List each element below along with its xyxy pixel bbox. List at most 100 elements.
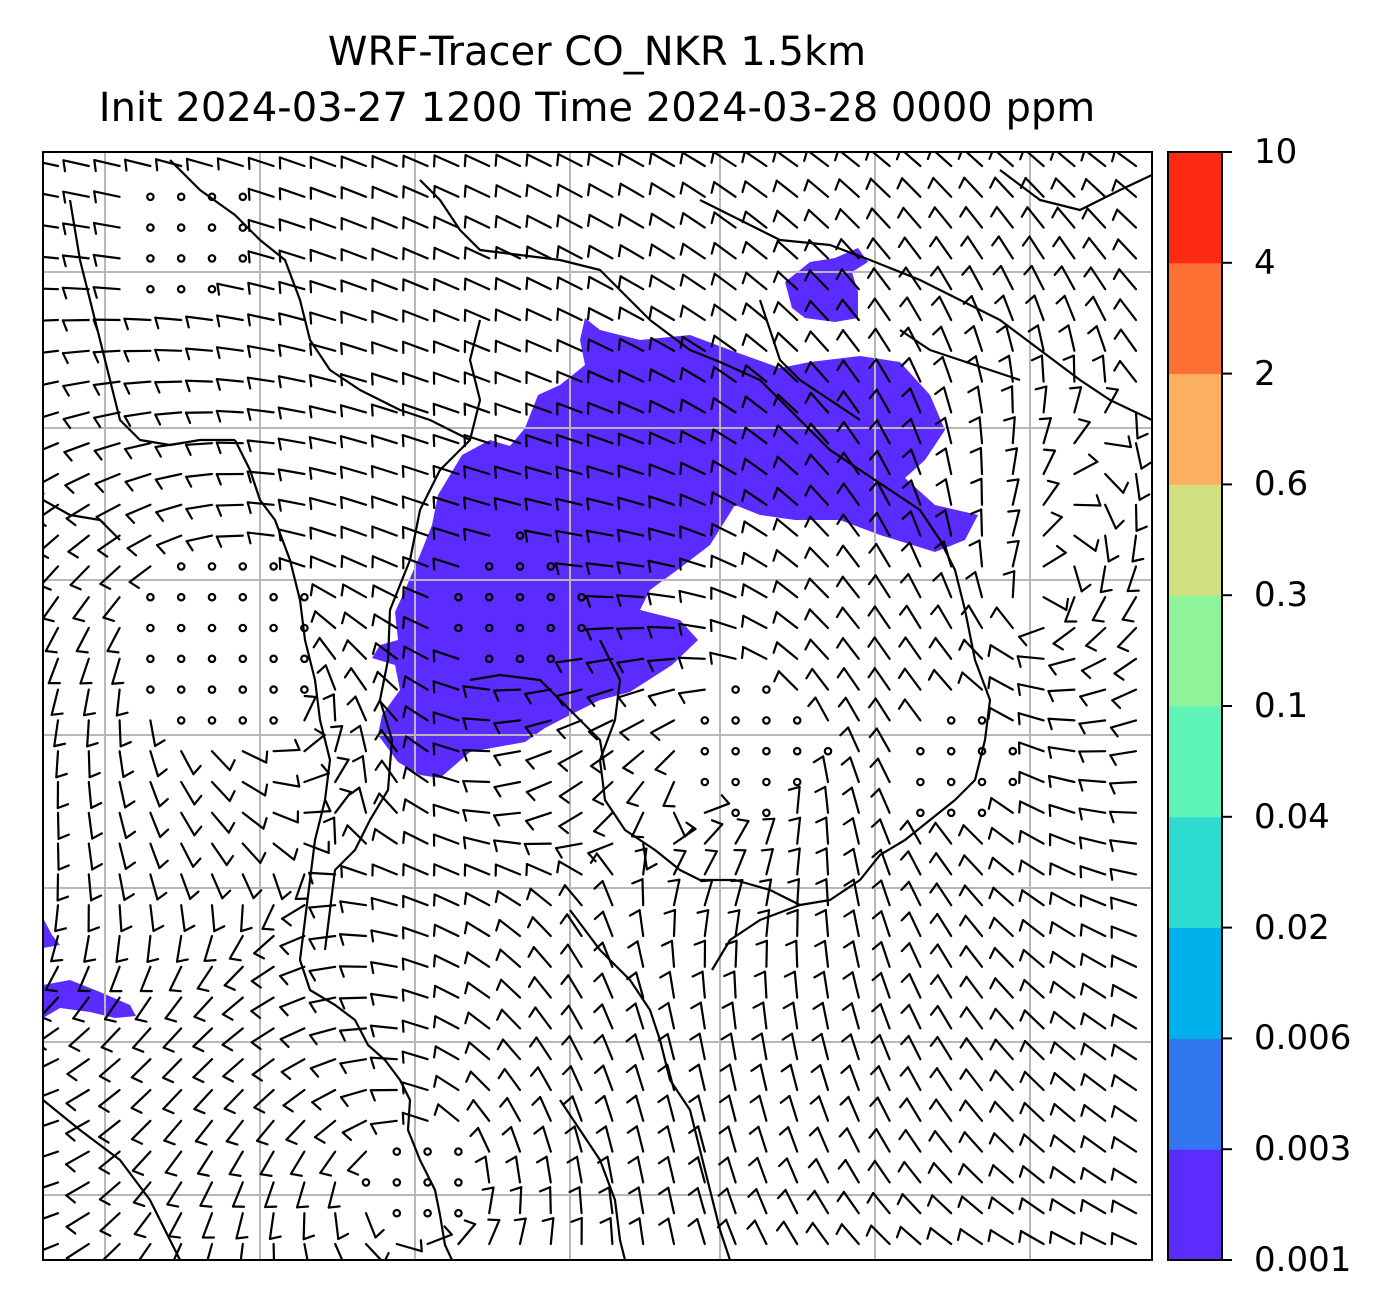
wind-barb-feather xyxy=(929,974,939,985)
colorbar-tick-label: 2 xyxy=(1254,353,1276,394)
wind-barb-feather xyxy=(1023,264,1033,276)
wind-barb-staff xyxy=(374,642,398,660)
calm-wind-marker xyxy=(1008,777,1018,787)
plot-title-line-1: WRF-Tracer CO_NKR 1.5km xyxy=(327,29,867,75)
wind-barb-feather xyxy=(660,939,674,947)
wind-barb-feather xyxy=(752,1001,765,1009)
wind-barb-feather xyxy=(528,1036,538,1048)
wind-barb-staff xyxy=(94,472,121,485)
colorbar-tick-label: 4 xyxy=(1254,242,1276,283)
wind-barb-staff xyxy=(851,817,860,845)
wind-barb-staff xyxy=(166,1181,183,1206)
wind-barb-feather xyxy=(524,434,528,448)
wind-barb-staff xyxy=(1092,295,1107,322)
wind-barb-feather xyxy=(897,206,905,219)
wind-barb-staff xyxy=(308,466,337,476)
wind-barb-staff xyxy=(852,847,860,876)
wind-barb-feather xyxy=(804,546,811,559)
wind-barb-staff xyxy=(726,1187,737,1215)
wind-barb-feather xyxy=(628,1186,640,1195)
wind-barb-feather xyxy=(814,785,827,794)
wind-barb-feather xyxy=(586,152,591,166)
wind-barb-feather xyxy=(991,235,1000,247)
wind-barb-staff xyxy=(557,307,583,322)
wind-barb-feather xyxy=(339,1096,349,1108)
wind-barb-staff xyxy=(247,156,275,168)
wind-barb-staff xyxy=(370,961,398,968)
wind-barb-staff xyxy=(126,534,152,550)
wind-barb-staff xyxy=(876,1096,891,1122)
wind-barb-staff xyxy=(713,180,737,198)
wind-barb-staff xyxy=(935,1067,953,1092)
calm-wind-marker xyxy=(146,284,155,294)
wind-barb-feather xyxy=(339,787,353,794)
wind-barb-feather xyxy=(1080,669,1092,680)
wind-barb-staff xyxy=(682,273,706,291)
wind-barb-feather xyxy=(839,1095,850,1106)
wind-barb-staff xyxy=(215,503,244,507)
wind-barb-feather xyxy=(65,1194,76,1204)
wind-barb-feather xyxy=(926,1194,934,1207)
wind-barb-staff xyxy=(841,298,860,322)
wind-barb-staff xyxy=(340,495,368,506)
wind-barb-staff xyxy=(98,1150,121,1170)
wind-barb-feather xyxy=(65,1163,76,1173)
wind-barb-feather xyxy=(308,969,317,982)
wind-barb-feather xyxy=(526,887,532,901)
wind-barb-feather xyxy=(554,661,563,674)
wind-barb-staff xyxy=(247,313,275,322)
wind-barb-staff xyxy=(79,657,90,685)
wind-barb-feather xyxy=(679,461,683,475)
wind-barb-staff xyxy=(223,1088,244,1110)
calm-wind-marker xyxy=(916,777,925,787)
wind-barb-feather xyxy=(185,315,190,329)
calm-wind-marker xyxy=(762,746,771,756)
wind-barb-staff xyxy=(849,1033,860,1061)
wind-barb-staff xyxy=(549,1217,555,1246)
wind-barb-staff xyxy=(1104,472,1125,494)
wind-barb-staff xyxy=(125,503,152,516)
wind-barb-feather xyxy=(658,1217,670,1226)
wind-barb-staff xyxy=(646,625,676,630)
wind-barb-staff xyxy=(841,544,860,568)
wind-barb-feather xyxy=(750,1063,762,1072)
wind-barb-staff xyxy=(666,1156,676,1184)
wind-barb-staff xyxy=(575,1155,583,1184)
wind-barb-feather xyxy=(161,1076,175,1084)
wind-barb-feather xyxy=(216,282,221,296)
wind-barb-staff xyxy=(743,489,768,506)
wind-barb-staff xyxy=(401,525,429,537)
wind-barb-staff xyxy=(1104,442,1133,449)
wind-barb-staff xyxy=(308,996,337,1004)
wind-barb-staff xyxy=(149,904,155,933)
wind-barb-feather xyxy=(349,786,361,796)
wind-barb-staff xyxy=(464,308,491,322)
wind-barb-feather xyxy=(340,583,345,597)
wind-barb-staff xyxy=(672,811,687,838)
wind-barb-feather xyxy=(538,1186,552,1193)
wind-barb-staff xyxy=(496,890,522,907)
wind-barb-feather xyxy=(1019,1070,1027,1084)
wind-barb-feather xyxy=(897,698,907,710)
wind-barb-staff xyxy=(63,442,90,454)
wind-barb-feather xyxy=(123,415,132,427)
wind-barb-feather xyxy=(223,1107,236,1115)
wind-barb-staff xyxy=(1021,889,1045,907)
wind-barb-staff xyxy=(216,282,244,291)
wind-barbs xyxy=(43,152,1152,1260)
wind-barb-staff xyxy=(809,638,830,660)
wind-barb-staff xyxy=(587,719,614,733)
calm-wind-marker xyxy=(392,1178,402,1187)
wind-barb-feather xyxy=(432,215,436,229)
wind-barb-staff xyxy=(433,246,460,260)
wind-barb-staff xyxy=(762,1001,768,1030)
wind-barb-staff xyxy=(102,596,121,619)
wind-barb-staff xyxy=(796,878,800,907)
wind-barb-feather xyxy=(897,1160,906,1173)
wind-barb-staff xyxy=(92,380,121,387)
wind-barb-staff xyxy=(589,750,614,768)
wind-barb-staff xyxy=(401,1111,429,1122)
wind-barb-staff xyxy=(44,965,60,991)
wind-barb-feather xyxy=(255,1139,269,1146)
wind-barb-staff xyxy=(246,344,275,352)
